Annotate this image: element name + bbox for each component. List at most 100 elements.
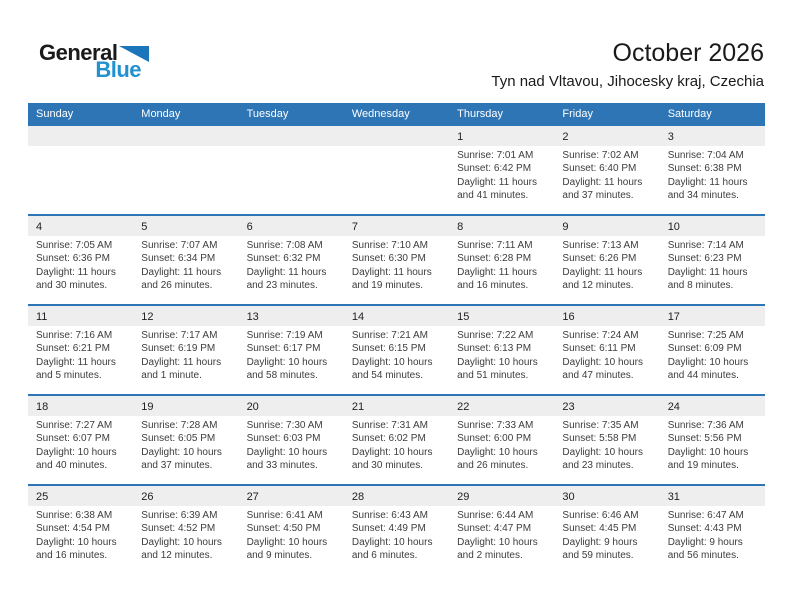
day-number-20: 20 xyxy=(246,401,259,413)
sunset-text: Sunset: 4:52 PM xyxy=(141,523,216,535)
day-number-27: 27 xyxy=(246,491,259,503)
day-cell-23: Sunrise: 7:35 AM Sunset: 5:58 PM Daylight:… xyxy=(554,416,659,484)
daylight-text-line1: Daylight: 10 hours xyxy=(36,446,117,458)
daylight-text-line2: and 16 minutes. xyxy=(457,280,529,292)
sunset-text: Sunset: 6:36 PM xyxy=(36,253,110,265)
daylight-text-line1: Daylight: 11 hours xyxy=(141,356,222,368)
day-cell-4: Sunrise: 7:05 AM Sunset: 6:36 PM Daylight:… xyxy=(28,236,133,304)
day-cell-15: Sunrise: 7:22 AM Sunset: 6:13 PM Daylight:… xyxy=(449,326,554,394)
day-cell-29: Sunrise: 6:44 AM Sunset: 4:47 PM Daylight:… xyxy=(449,506,554,574)
week-row-4: 18 19 20 21 22 23 24 Sunrise: 7:27 AM Sunset: 6:… xyxy=(28,394,765,484)
day-number-24: 24 xyxy=(667,401,680,413)
sunset-text: Sunset: 4:43 PM xyxy=(667,523,742,535)
general-blue-logo: General Blue xyxy=(39,42,157,82)
day-number-14: 14 xyxy=(351,311,365,323)
day-number-29: 29 xyxy=(457,491,470,503)
daylight-text-line1: Daylight: 10 hours xyxy=(562,356,644,368)
daylight-text-line2: and 12 minutes. xyxy=(562,280,634,292)
sunset-text: Sunset: 4:45 PM xyxy=(562,523,637,535)
day-cell-28: Sunrise: 6:43 AM Sunset: 4:49 PM Daylight:… xyxy=(344,506,449,574)
sunrise-text: Sunrise: 7:05 AM xyxy=(36,240,113,251)
daylight-text-line2: and 5 minutes. xyxy=(36,370,102,382)
day-number-12: 12 xyxy=(141,311,154,323)
sunrise-text: Sunrise: 7:22 AM xyxy=(457,330,534,341)
daylight-text-line2: and 54 minutes. xyxy=(351,370,424,382)
day-cell-20: Sunrise: 7:30 AM Sunset: 6:03 PM Daylight:… xyxy=(239,416,344,484)
daylight-text-line2: and 2 minutes. xyxy=(457,550,523,562)
week-row-1: 1 2 3 Sunrise: 7:01 AM Sunset: 6:42 PM Daylig… xyxy=(28,126,765,214)
sunrise-text: Sunrise: 7:01 AM xyxy=(457,150,534,161)
daylight-text-line2: and 30 minutes. xyxy=(36,280,108,292)
sunset-text: Sunset: 4:50 PM xyxy=(246,523,321,535)
weekday-thursday: Thursday xyxy=(457,108,503,120)
daylight-text-line2: and 44 minutes. xyxy=(667,370,739,382)
day-cell-empty xyxy=(344,146,449,214)
day-number-empty xyxy=(133,126,238,146)
day-number-5: 5 xyxy=(141,221,148,233)
day-number-2: 2 xyxy=(562,131,569,143)
logo-text-blue: Blue xyxy=(95,57,141,82)
daylight-text-line1: Daylight: 11 hours xyxy=(246,266,327,278)
sunrise-text: Sunrise: 6:46 AM xyxy=(562,510,639,521)
day-cell-3: Sunrise: 7:04 AM Sunset: 6:38 PM Daylight:… xyxy=(660,146,765,214)
day-cell-2: Sunrise: 7:02 AM Sunset: 6:40 PM Daylight:… xyxy=(554,146,659,214)
daylight-text-line2: and 51 minutes. xyxy=(457,370,529,382)
day-cell-24: Sunrise: 7:36 AM Sunset: 5:56 PM Daylight:… xyxy=(660,416,765,484)
sunrise-text: Sunrise: 6:43 AM xyxy=(351,510,428,521)
weekday-tuesday: Tuesday xyxy=(246,108,289,120)
daylight-text-line2: and 26 minutes. xyxy=(457,460,529,472)
day-cell-14: Sunrise: 7:21 AM Sunset: 6:15 PM Daylight:… xyxy=(344,326,449,394)
sunset-text: Sunset: 6:11 PM xyxy=(562,343,636,355)
month-title: October 2026 xyxy=(612,39,765,67)
daylight-text-line2: and 30 minutes. xyxy=(351,460,424,472)
day-cell-21: Sunrise: 7:31 AM Sunset: 6:02 PM Daylight:… xyxy=(344,416,449,484)
daylight-text-line1: Daylight: 10 hours xyxy=(246,356,328,368)
day-cell-5: Sunrise: 7:07 AM Sunset: 6:34 PM Daylight:… xyxy=(133,236,238,304)
sunrise-text: Sunrise: 7:14 AM xyxy=(667,240,744,251)
sunrise-text: Sunrise: 7:31 AM xyxy=(351,420,428,431)
day-number-4: 4 xyxy=(36,221,43,233)
daylight-text-line1: Daylight: 9 hours xyxy=(562,536,638,548)
daylight-text-line2: and 9 minutes. xyxy=(246,550,313,562)
daylight-text-line2: and 26 minutes. xyxy=(141,280,213,292)
sunset-text: Sunset: 6:05 PM xyxy=(141,433,216,445)
day-cell-19: Sunrise: 7:28 AM Sunset: 6:05 PM Daylight:… xyxy=(133,416,238,484)
calendar-grid: 1 2 3 Sunrise: 7:01 AM Sunset: 6:42 PM Daylig… xyxy=(28,126,765,574)
day-cell-6: Sunrise: 7:08 AM Sunset: 6:32 PM Daylight:… xyxy=(239,236,344,304)
location-subtitle: Tyn nad Vltavou, Jihocesky kraj, Czechia xyxy=(491,73,764,90)
sunset-text: Sunset: 6:23 PM xyxy=(667,253,742,265)
sunset-text: Sunset: 6:00 PM xyxy=(457,433,532,445)
day-number-empty xyxy=(28,126,133,146)
weekday-monday: Monday xyxy=(141,108,181,120)
sunrise-text: Sunrise: 7:16 AM xyxy=(36,330,113,341)
sunrise-text: Sunrise: 7:02 AM xyxy=(562,150,639,161)
day-number-9: 9 xyxy=(562,221,569,233)
logo-flag-icon xyxy=(119,46,150,62)
sunrise-text: Sunrise: 7:27 AM xyxy=(36,420,113,431)
day-number-7: 7 xyxy=(351,221,358,233)
daylight-text-line2: and 12 minutes. xyxy=(141,550,213,562)
daylight-text-line2: and 58 minutes. xyxy=(246,370,318,382)
sunset-text: Sunset: 6:17 PM xyxy=(246,343,321,355)
day-cell-9: Sunrise: 7:13 AM Sunset: 6:26 PM Daylight:… xyxy=(554,236,659,304)
sunrise-text: Sunrise: 7:21 AM xyxy=(351,330,428,341)
daylight-text-line1: Daylight: 10 hours xyxy=(351,356,433,368)
daylight-text-line2: and 56 minutes. xyxy=(667,550,739,562)
sunrise-text: Sunrise: 7:36 AM xyxy=(667,420,744,431)
day-number-26: 26 xyxy=(141,491,154,503)
day-cell-empty xyxy=(239,146,344,214)
day-cell-22: Sunrise: 7:33 AM Sunset: 6:00 PM Daylight:… xyxy=(449,416,554,484)
day-number-3: 3 xyxy=(667,131,674,143)
weekday-sunday: Sunday xyxy=(36,108,74,120)
day-cell-25: Sunrise: 6:38 AM Sunset: 4:54 PM Daylight:… xyxy=(28,506,133,574)
daylight-text-line2: and 37 minutes. xyxy=(141,460,213,472)
sunrise-text: Sunrise: 6:38 AM xyxy=(36,510,113,521)
daylight-text-line2: and 6 minutes. xyxy=(351,550,418,562)
sunrise-text: Sunrise: 7:04 AM xyxy=(667,150,744,161)
daylight-text-line1: Daylight: 11 hours xyxy=(667,176,748,188)
day-number-23: 23 xyxy=(562,401,575,413)
sunset-text: Sunset: 6:19 PM xyxy=(141,343,216,355)
daylight-text-line2: and 47 minutes. xyxy=(562,370,634,382)
daylight-text-line1: Daylight: 10 hours xyxy=(457,446,538,458)
day-cell-26: Sunrise: 6:39 AM Sunset: 4:52 PM Daylight:… xyxy=(133,506,238,574)
